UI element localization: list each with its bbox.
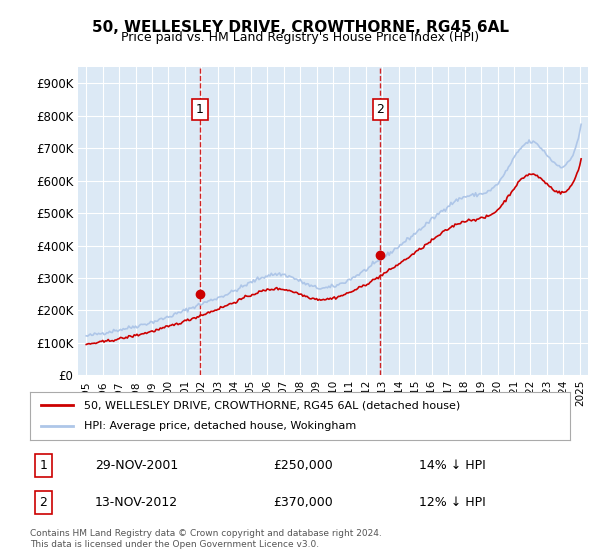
Text: 12% ↓ HPI: 12% ↓ HPI (419, 496, 485, 510)
Text: 2: 2 (376, 103, 384, 116)
Text: HPI: Average price, detached house, Wokingham: HPI: Average price, detached house, Woki… (84, 421, 356, 431)
Text: 50, WELLESLEY DRIVE, CROWTHORNE, RG45 6AL: 50, WELLESLEY DRIVE, CROWTHORNE, RG45 6A… (91, 20, 509, 35)
Text: 29-NOV-2001: 29-NOV-2001 (95, 459, 178, 472)
Text: £250,000: £250,000 (273, 459, 333, 472)
Text: 14% ↓ HPI: 14% ↓ HPI (419, 459, 485, 472)
Text: 2: 2 (40, 496, 47, 510)
Text: 50, WELLESLEY DRIVE, CROWTHORNE, RG45 6AL (detached house): 50, WELLESLEY DRIVE, CROWTHORNE, RG45 6A… (84, 400, 460, 410)
Text: 1: 1 (40, 459, 47, 472)
Text: 13-NOV-2012: 13-NOV-2012 (95, 496, 178, 510)
Text: Contains HM Land Registry data © Crown copyright and database right 2024.
This d: Contains HM Land Registry data © Crown c… (30, 529, 382, 549)
Text: Price paid vs. HM Land Registry's House Price Index (HPI): Price paid vs. HM Land Registry's House … (121, 31, 479, 44)
Text: £370,000: £370,000 (273, 496, 333, 510)
Text: 1: 1 (196, 103, 204, 116)
